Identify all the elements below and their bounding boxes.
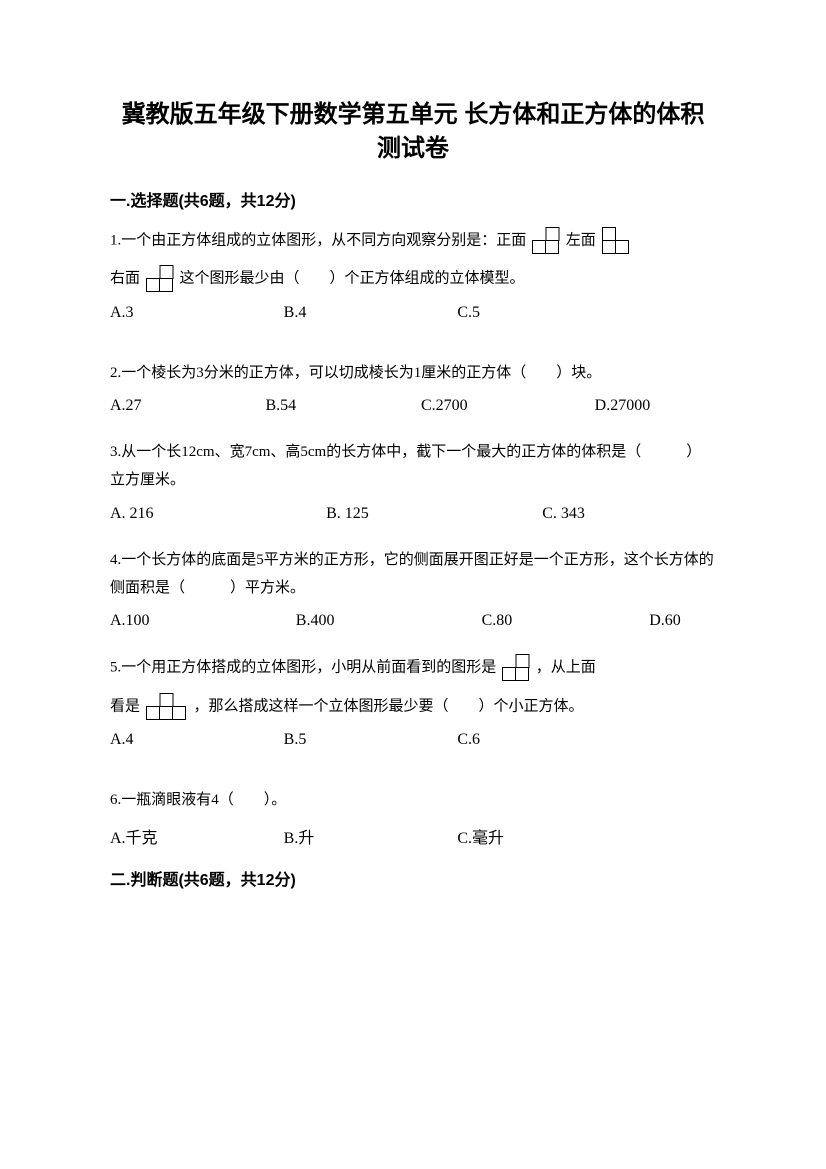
q1-right-view-icon: [146, 265, 174, 293]
q3-option-b: B. 125: [326, 505, 538, 523]
q3-options: A. 216 B. 125 C. 343: [110, 505, 716, 523]
section-1-header: 一.选择题(共6题，共12分): [110, 187, 716, 211]
question-6: 6.一瓶滴眼液有4（ ）。 A.千克 B.升 C.毫升: [110, 787, 716, 849]
question-3: 3.从一个长12cm、宽7cm、高5cm的长方体中，截下一个最大的正方体的体积是…: [110, 439, 716, 523]
q4-option-b: B.400: [296, 612, 478, 630]
q2-option-c: C.2700: [421, 397, 591, 415]
q1-text-4: 这个图形最少由（ ）个正方体组成的立体模型。: [180, 271, 525, 287]
question-4: 4.一个长方体的底面是5平方米的正方形，它的侧面展开图正好是一个正方形，这个长方…: [110, 547, 716, 631]
question-1: 1.一个由正方体组成的立体图形，从不同方向观察分别是：正面 左面 右面 这个图形…: [110, 227, 716, 321]
q5-text-4: ，那么搭成这样一个立体图形最少要（ ）个小正方体。: [194, 698, 584, 714]
q6-text: 6.一瓶滴眼液有4（ ）。: [110, 787, 716, 815]
q2-options: A.27 B.54 C.2700 D.27000: [110, 397, 716, 415]
q5-text-2: ，从上面: [536, 660, 596, 676]
q1-text-2: 左面: [566, 233, 596, 249]
q1-option-a: A.3: [110, 304, 280, 322]
question-2: 2.一个棱长为3分米的正方体，可以切成棱长为1厘米的正方体（ ）块。 A.27 …: [110, 360, 716, 416]
section-2-header: 二.判断题(共6题，共12分): [110, 866, 716, 890]
q1-option-c: C.5: [457, 304, 627, 322]
q5-option-c: C.6: [457, 731, 627, 749]
q5-top-view-icon: [146, 693, 188, 721]
q6-options: A.千克 B.升 C.毫升: [110, 824, 716, 848]
q2-option-a: A.27: [110, 397, 262, 415]
q4-option-d: D.60: [649, 612, 710, 630]
q3-text: 3.从一个长12cm、宽7cm、高5cm的长方体中，截下一个最大的正方体的体积是…: [110, 439, 716, 495]
q1-text-3: 右面: [110, 271, 140, 287]
q5-text-1: 5.一个用正方体搭成的立体图形，小明从前面看到的图形是: [110, 660, 496, 676]
q1-front-view-icon: [532, 227, 560, 255]
q2-text: 2.一个棱长为3分米的正方体，可以切成棱长为1厘米的正方体（ ）块。: [110, 360, 716, 388]
q2-option-d: D.27000: [595, 397, 716, 415]
q5-option-a: A.4: [110, 731, 280, 749]
q6-option-a: A.千克: [110, 824, 280, 848]
page-title: 冀教版五年级下册数学第五单元 长方体和正方体的体积 测试卷: [110, 98, 716, 165]
q5-options: A.4 B.5 C.6: [110, 731, 716, 749]
q2-option-b: B.54: [266, 397, 418, 415]
q3-option-a: A. 216: [110, 505, 322, 523]
q1-option-b: B.4: [284, 304, 454, 322]
question-5: 5.一个用正方体搭成的立体图形，小明从前面看到的图形是 ，从上面 看是 ，那么搭…: [110, 654, 716, 748]
q6-option-c: C.毫升: [457, 824, 627, 848]
q4-text: 4.一个长方体的底面是5平方米的正方形，它的侧面展开图正好是一个正方形，这个长方…: [110, 547, 716, 603]
q1-options: A.3 B.4 C.5: [110, 304, 716, 322]
q5-text-3: 看是: [110, 698, 140, 714]
q1-left-view-icon: [602, 227, 630, 255]
q4-option-a: A.100: [110, 612, 292, 630]
q5-option-b: B.5: [284, 731, 454, 749]
q1-text-1: 1.一个由正方体组成的立体图形，从不同方向观察分别是：正面: [110, 233, 526, 249]
q4-options: A.100 B.400 C.80 D.60: [110, 612, 716, 630]
q5-front-view-icon: [502, 654, 530, 682]
q3-option-c: C. 343: [542, 505, 712, 523]
q4-option-c: C.80: [482, 612, 646, 630]
q6-option-b: B.升: [284, 824, 454, 848]
